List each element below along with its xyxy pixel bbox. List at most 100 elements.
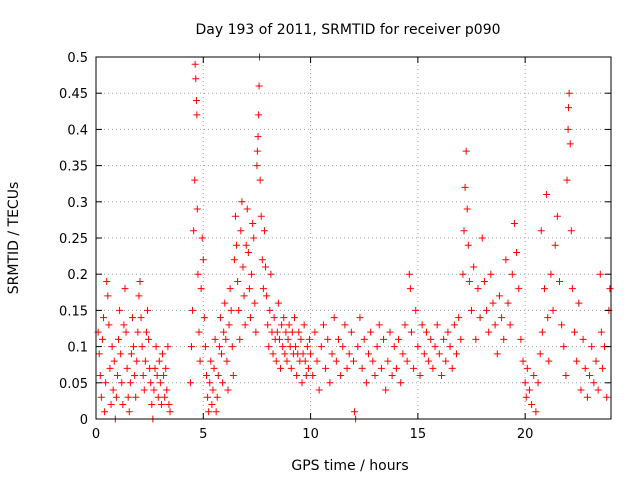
data-point <box>165 401 173 409</box>
data-point <box>269 350 277 358</box>
data-point <box>588 343 596 351</box>
data-point <box>166 408 174 416</box>
data-point <box>138 343 146 351</box>
data-point <box>116 306 124 314</box>
data-point <box>191 60 199 68</box>
data-point <box>350 357 357 365</box>
data-point <box>156 379 164 387</box>
data-point <box>253 147 261 155</box>
data-point <box>460 227 468 235</box>
data-point <box>197 285 205 293</box>
y-tick-label: 0.3 <box>67 196 88 211</box>
data-point <box>124 393 132 401</box>
data-point <box>326 379 334 387</box>
data-point <box>120 321 128 329</box>
plot-frame <box>95 56 612 420</box>
x-tick-label: 5 <box>199 427 207 442</box>
data-point <box>455 314 463 322</box>
data-point <box>597 328 605 336</box>
data-point <box>103 277 111 285</box>
data-point <box>464 241 472 249</box>
data-point <box>196 357 204 365</box>
data-point <box>540 285 548 293</box>
data-point <box>131 372 139 380</box>
data-point <box>194 270 202 278</box>
data-point <box>347 328 355 336</box>
data-point <box>191 176 199 184</box>
data-point <box>285 321 293 329</box>
data-point <box>142 328 150 336</box>
data-point <box>236 335 244 343</box>
data-point <box>476 314 484 322</box>
data-point <box>140 386 148 394</box>
data-point <box>500 335 508 343</box>
data-point <box>386 328 394 336</box>
data-point <box>106 364 114 372</box>
data-point <box>297 335 305 343</box>
data-point <box>360 335 368 343</box>
data-point <box>229 372 237 380</box>
data-point <box>253 162 261 170</box>
data-point <box>186 379 194 387</box>
data-point <box>262 263 270 271</box>
data-point <box>130 343 138 351</box>
data-point <box>534 379 542 387</box>
data-point <box>154 393 162 401</box>
data-point <box>211 335 219 343</box>
data-point <box>606 285 614 293</box>
x-axis-label: GPS time / hours <box>291 458 408 474</box>
data-point <box>134 328 142 336</box>
data-point <box>495 292 503 300</box>
data-point <box>553 212 561 220</box>
data-point <box>277 364 285 372</box>
data-point <box>300 321 308 329</box>
data-point <box>112 393 120 401</box>
data-point <box>231 212 239 220</box>
data-point <box>405 270 413 278</box>
data-point <box>227 306 235 314</box>
data-point <box>472 335 480 343</box>
data-point <box>416 372 424 380</box>
data-point <box>283 357 291 365</box>
chart-title: Day 193 of 2011, SRMTID for receiver p09… <box>195 22 500 38</box>
data-point <box>341 321 349 329</box>
data-point <box>440 335 448 343</box>
data-point <box>412 306 420 314</box>
data-point <box>380 335 388 343</box>
data-point <box>234 277 242 285</box>
data-point <box>563 176 571 184</box>
data-point <box>152 343 160 351</box>
data-point <box>369 357 377 365</box>
data-point <box>288 328 296 336</box>
data-point <box>153 372 161 380</box>
grid-layer <box>96 57 611 419</box>
data-point <box>299 350 307 358</box>
data-point <box>577 386 585 394</box>
data-point <box>470 263 478 271</box>
data-point <box>551 241 559 249</box>
data-point <box>322 364 330 372</box>
data-point <box>267 270 275 278</box>
data-point <box>483 306 491 314</box>
data-point <box>110 357 118 365</box>
data-point <box>139 372 147 380</box>
data-point <box>532 408 540 416</box>
data-point <box>160 372 168 380</box>
data-point <box>210 364 218 372</box>
data-point <box>392 364 400 372</box>
data-point <box>213 393 221 401</box>
data-point <box>209 386 217 394</box>
data-point <box>245 285 253 293</box>
data-point <box>145 335 153 343</box>
data-point <box>345 350 353 358</box>
data-point <box>128 314 136 322</box>
data-point <box>126 379 134 387</box>
data-point <box>575 299 583 307</box>
data-point <box>127 350 135 358</box>
data-point <box>254 133 262 141</box>
data-point <box>485 328 493 336</box>
data-point <box>190 227 198 235</box>
data-point <box>465 277 473 285</box>
y-tick-label: 0.35 <box>59 160 88 175</box>
data-point <box>132 393 140 401</box>
